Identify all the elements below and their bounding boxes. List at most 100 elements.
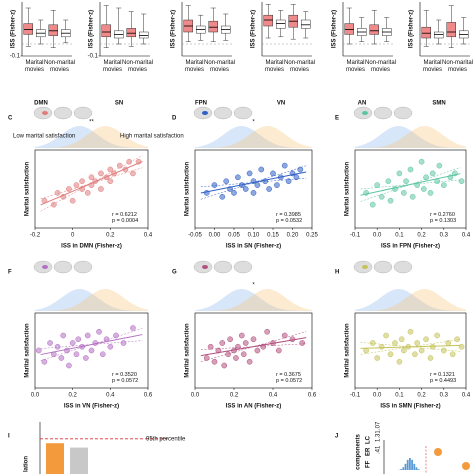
point bbox=[223, 178, 230, 185]
brain-icon bbox=[73, 106, 93, 120]
density bbox=[35, 289, 148, 311]
density bbox=[195, 126, 312, 148]
legend-label: FF bbox=[366, 460, 372, 468]
point bbox=[400, 190, 407, 196]
point bbox=[130, 325, 136, 331]
legend-label: ER bbox=[366, 447, 372, 456]
x-label: ISS in AN (Fisher-z) bbox=[226, 404, 281, 410]
point bbox=[299, 340, 306, 346]
point bbox=[113, 332, 119, 339]
point bbox=[79, 186, 85, 192]
plot-frame bbox=[354, 312, 467, 389]
ci-line bbox=[200, 331, 307, 362]
panel-title: VN bbox=[277, 101, 285, 107]
point bbox=[73, 351, 80, 358]
x-tick-label: 0.6 bbox=[308, 393, 317, 399]
point bbox=[369, 340, 376, 346]
point bbox=[84, 332, 91, 339]
x-tick-label: 0.2 bbox=[106, 233, 115, 239]
point bbox=[98, 170, 104, 177]
point bbox=[107, 178, 114, 185]
note: Low marital satisfaction bbox=[13, 134, 75, 140]
x-tick-label: -0.1 bbox=[350, 233, 361, 239]
point bbox=[227, 336, 233, 343]
x-label: ISS in DMN (Fisher-z) bbox=[61, 244, 122, 250]
point bbox=[50, 201, 57, 208]
density bbox=[35, 126, 148, 148]
point bbox=[414, 340, 421, 346]
point bbox=[99, 351, 106, 358]
point bbox=[111, 170, 117, 177]
point bbox=[69, 197, 76, 204]
point bbox=[231, 190, 237, 196]
point bbox=[215, 347, 222, 354]
box bbox=[369, 24, 379, 35]
point bbox=[107, 343, 114, 350]
density bbox=[35, 289, 148, 311]
box bbox=[126, 28, 136, 38]
point bbox=[418, 347, 425, 354]
point bbox=[246, 358, 253, 365]
point bbox=[385, 178, 392, 185]
point bbox=[66, 362, 72, 369]
point bbox=[436, 162, 443, 169]
panel-letter: C bbox=[8, 116, 13, 122]
point bbox=[254, 182, 261, 188]
point bbox=[277, 174, 284, 181]
number-label: .07 bbox=[376, 421, 382, 430]
point bbox=[398, 336, 405, 343]
point bbox=[396, 358, 403, 365]
density bbox=[35, 126, 148, 148]
panel-letter: E bbox=[335, 116, 339, 122]
point bbox=[92, 178, 99, 185]
point bbox=[405, 343, 412, 350]
point bbox=[374, 182, 381, 188]
density bbox=[195, 289, 312, 311]
y-label: ISS (Fisher-z) bbox=[89, 10, 95, 48]
point bbox=[378, 343, 385, 350]
point bbox=[238, 332, 245, 339]
x-tick-label: 0.05 bbox=[228, 233, 240, 239]
point bbox=[449, 351, 456, 358]
number-label: .41 bbox=[376, 445, 382, 454]
point bbox=[231, 347, 237, 354]
brain-highlight bbox=[202, 265, 208, 269]
panel-letter: J bbox=[335, 434, 338, 440]
brain-icon bbox=[53, 260, 73, 274]
x-tick-label: Marital movies bbox=[102, 60, 122, 73]
point bbox=[103, 174, 110, 181]
point bbox=[429, 343, 436, 350]
point bbox=[396, 170, 403, 177]
x-tick-label: Non-marital movies bbox=[364, 60, 396, 73]
density bbox=[195, 126, 312, 148]
ci-line bbox=[360, 179, 461, 190]
density bbox=[355, 126, 466, 148]
x-tick-label: Marital movies bbox=[345, 60, 365, 73]
plot-frame bbox=[194, 312, 313, 389]
box bbox=[23, 23, 33, 35]
y-label: Marital satisfaction bbox=[185, 323, 191, 378]
point bbox=[60, 193, 67, 200]
point bbox=[383, 332, 389, 339]
ci-line bbox=[200, 165, 307, 200]
density bbox=[355, 289, 466, 311]
point bbox=[225, 351, 231, 358]
point bbox=[207, 343, 214, 350]
hist-bar bbox=[402, 467, 405, 470]
point bbox=[240, 351, 247, 358]
point bbox=[211, 182, 218, 188]
x-tick-label: 0.0 bbox=[31, 393, 40, 399]
point bbox=[276, 347, 282, 354]
point bbox=[363, 347, 369, 354]
point bbox=[427, 190, 434, 196]
x-tick-label: Non-marital movies bbox=[43, 60, 75, 73]
x-tick-label: 0.0 bbox=[191, 393, 200, 399]
point bbox=[270, 170, 276, 177]
plot-frame bbox=[34, 149, 149, 229]
hist-bar bbox=[417, 469, 420, 470]
annotation: r = 0.3985 p = 0.0532 bbox=[276, 212, 303, 224]
point bbox=[250, 336, 257, 343]
x-tick-label: Non-marital movies bbox=[203, 60, 235, 73]
